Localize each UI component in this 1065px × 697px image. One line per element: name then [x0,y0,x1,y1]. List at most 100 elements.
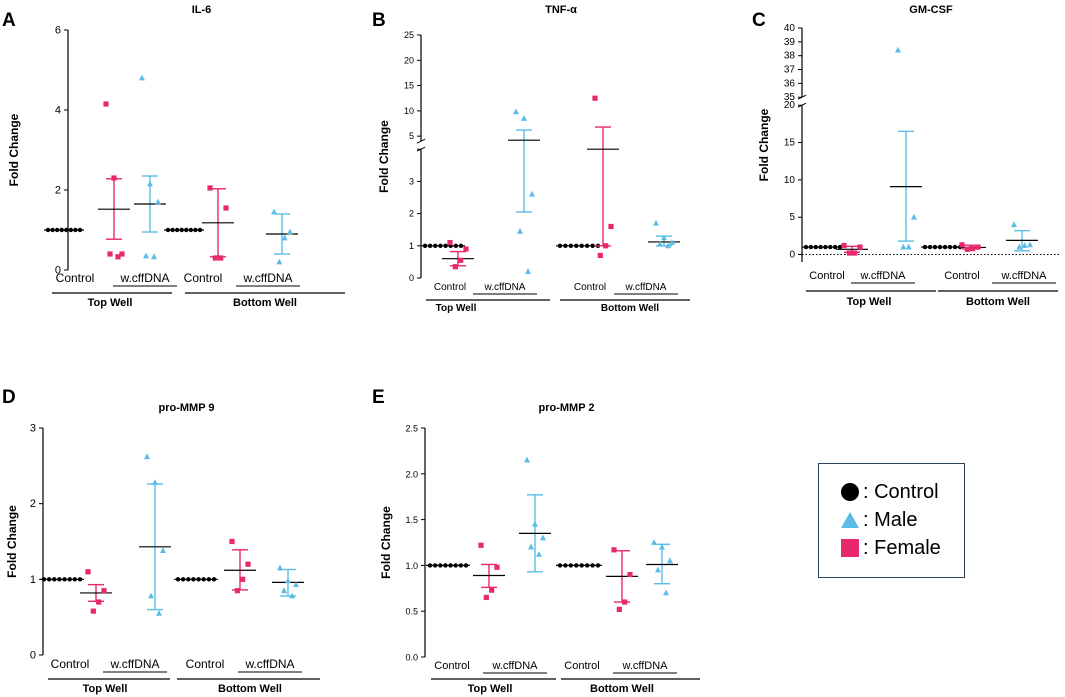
data-point-d [144,453,150,460]
data-point-e [453,563,458,568]
data-point-d [101,588,107,594]
data-point-b [661,234,667,241]
chart-title-b: TNF-α [545,4,577,16]
data-point-b [568,243,574,249]
data-point-e [667,557,673,564]
data-point-d [46,577,52,582]
data-point-c [803,244,809,250]
y-tick-label-b: 15 [404,81,414,91]
data-point-e [590,563,595,568]
data-point-a [50,227,55,233]
data-point-b [433,243,438,249]
panel-letter-c: C [752,10,766,31]
data-point-a [143,252,149,259]
data-point-c [932,244,938,250]
square-icon [841,539,859,557]
y-tick-label-e: 2.0 [405,469,418,479]
panel-letter-b: B [372,10,386,31]
data-point-c [911,213,917,220]
data-point-c [942,244,948,250]
data-point-a [155,198,161,205]
data-point-c [846,250,852,256]
data-point-a [77,227,83,233]
y-tick-label-e: 2.5 [405,424,418,434]
top-well-label-b: Top Well [436,303,477,314]
data-point-d [85,569,91,575]
data-point-d [148,592,154,599]
top-well-label-c: Top Well [847,296,892,308]
data-point-a [73,227,78,233]
data-point-a [54,227,60,233]
data-point-c [937,244,943,250]
treatment-label-b: w.cffDNA [625,282,667,293]
y-tick-label-c: 37 [784,65,796,76]
data-point-a [179,227,184,233]
data-point-a [174,227,180,233]
control-label-e: Control [434,660,469,672]
data-point-c [818,244,823,250]
data-point-d [206,577,212,582]
y-axis-label-d: Fold Change [5,505,19,578]
data-point-c [900,243,907,250]
data-point-b [574,243,579,249]
data-point-c [841,242,847,249]
top-well-label-e: Top Well [468,683,513,695]
data-point-d [152,479,158,485]
data-point-c [927,244,933,250]
y-tick-label-e: 1.0 [405,561,418,571]
y-tick-label-b: 5 [409,131,414,141]
data-point-d [57,577,62,582]
bottom-well-label-e: Bottom Well [590,683,654,695]
data-point-a [139,74,145,81]
data-point-b [458,257,464,263]
data-point-b [513,108,519,115]
data-point-b [452,264,458,270]
data-point-d [289,592,295,599]
control-label-c: Control [944,270,979,282]
y-tick-label-c: 38 [784,51,796,62]
data-point-e [458,563,464,568]
data-point-b [521,115,527,121]
y-tick-label-a: 4 [55,105,61,117]
control-label-b: Control [434,282,466,293]
y-axis-label-e: Fold Change [379,506,393,579]
y-tick-label-a: 0 [55,265,61,277]
y-tick-label-c: 15 [784,138,796,149]
treatment-label-a: w.cffDNA [242,271,292,285]
data-point-d [196,577,201,582]
data-point-b [603,243,609,249]
data-point-d [62,577,67,582]
y-tick-label-b: 10 [404,106,414,116]
y-tick-label-b: 2 [409,209,414,219]
data-point-b [422,243,428,249]
data-point-d [77,577,83,582]
y-tick-label-e: 0.5 [405,607,418,617]
treatment-label-c: w.cffDNA [859,270,906,282]
data-point-c [947,244,953,250]
data-point-b [525,268,531,274]
y-tick-label-c: 40 [784,23,796,34]
control-label-d: Control [51,657,90,671]
circle-icon [841,483,859,501]
data-point-a [170,227,175,233]
data-point-a [193,227,198,233]
data-point-a [165,227,171,233]
y-tick-label-d: 1 [30,574,36,586]
data-point-e [627,571,633,578]
data-point-e [489,587,495,593]
y-tick-label-c: 39 [784,37,796,48]
data-point-e [536,551,542,557]
data-point-e [557,563,563,568]
data-point-e [448,563,453,568]
data-point-a [64,227,69,233]
y-tick-label-d: 2 [30,498,36,510]
data-point-c [970,245,976,252]
data-point-b [665,242,671,249]
data-point-c [808,244,814,250]
data-point-e [494,564,500,570]
data-point-b [584,243,590,249]
data-point-a [111,175,117,181]
data-point-e [584,563,590,568]
data-point-a [281,234,288,241]
data-point-c [823,244,828,250]
